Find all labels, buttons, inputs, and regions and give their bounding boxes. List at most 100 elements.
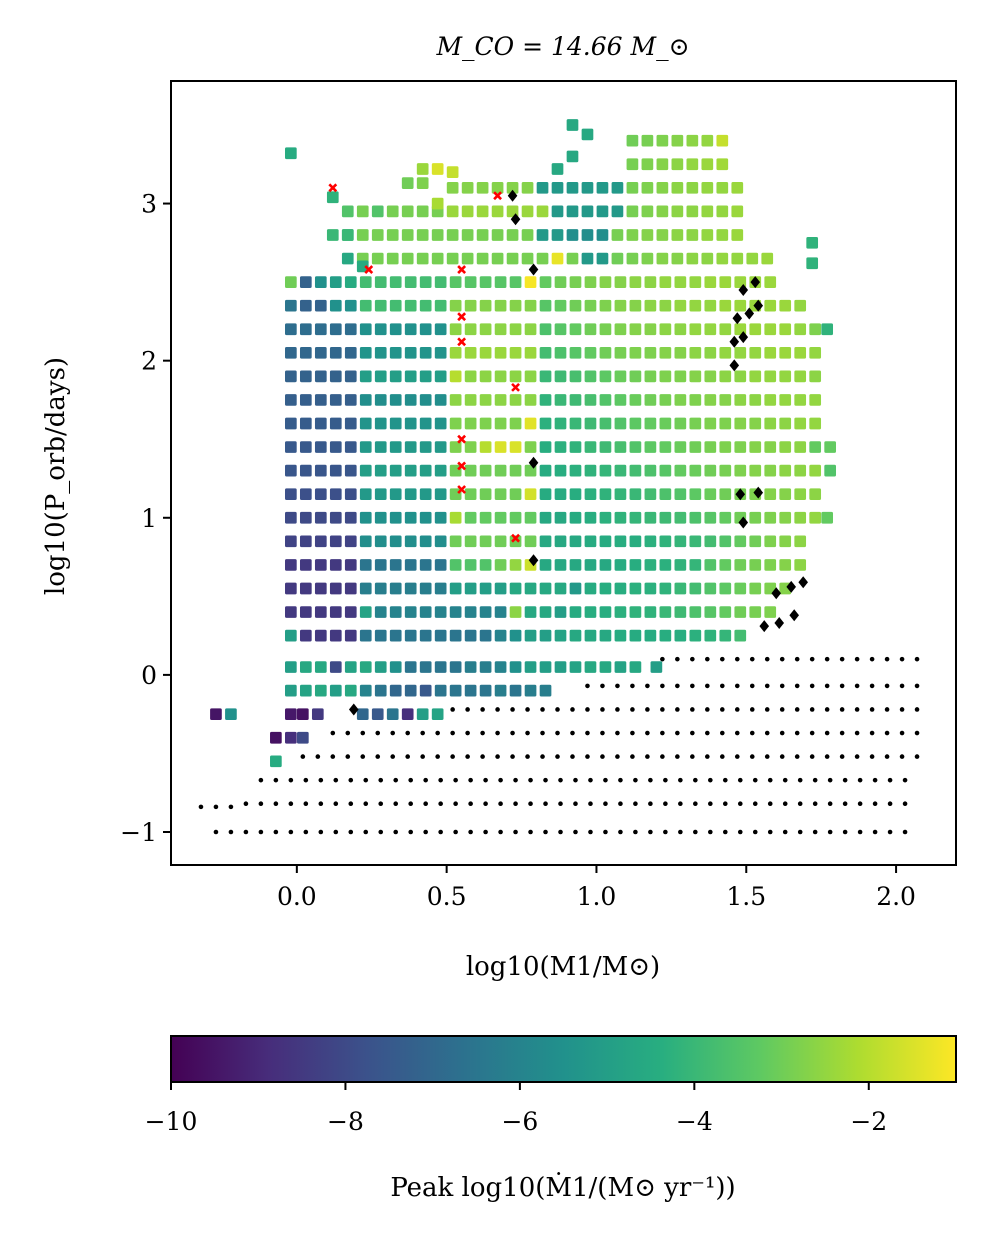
- data-point-square: [716, 134, 729, 147]
- data-point-dot: [794, 656, 800, 662]
- data-point-square: [584, 511, 597, 524]
- data-point-square: [674, 394, 687, 406]
- data-point-square: [479, 488, 492, 501]
- data-point-square: [734, 629, 747, 642]
- data-point-square: [719, 629, 732, 642]
- data-point-square: [524, 606, 537, 618]
- data-point-dot: [528, 777, 533, 783]
- data-point-dot: [884, 683, 890, 689]
- data-point-square: [671, 252, 684, 265]
- data-point-square: [659, 370, 672, 383]
- data-point-square: [749, 370, 762, 383]
- data-point-square: [551, 205, 564, 218]
- data-point-square: [419, 370, 432, 383]
- data-point-square: [494, 370, 507, 383]
- data-point-square: [494, 323, 507, 336]
- data-point-dot: [827, 777, 833, 783]
- data-point-square: [656, 252, 669, 265]
- data-point-square: [734, 346, 747, 359]
- data-point-square: [689, 559, 702, 571]
- data-point-square: [404, 299, 417, 312]
- data-point-square: [524, 346, 537, 359]
- data-point-square: [611, 229, 624, 241]
- data-point-dot: [243, 829, 249, 835]
- chart-title: M_CO = 14.66 M_⊙: [435, 32, 689, 61]
- data-point-square: [285, 684, 297, 697]
- data-point-square: [629, 299, 642, 312]
- data-point-square: [749, 535, 762, 548]
- data-point-square: [509, 323, 522, 336]
- data-point-dot: [824, 730, 830, 736]
- data-point-square: [629, 323, 642, 336]
- data-point-dot: [510, 754, 515, 759]
- data-point-square: [314, 661, 327, 673]
- chart-title-group: M_CO = 14.66 M_⊙: [435, 32, 689, 61]
- data-point-dot: [543, 801, 548, 807]
- data-point-square: [809, 511, 822, 524]
- data-point-square: [285, 708, 297, 721]
- data-point-dot: [555, 754, 560, 759]
- data-point-square: [461, 205, 474, 218]
- data-point-square: [551, 181, 564, 194]
- colorbar: −10 −8 −6 −4 −2 Peak log10(Ṁ1/(M⊙ yr⁻¹)): [145, 1035, 957, 1203]
- data-point-square: [626, 205, 639, 218]
- data-point-dot: [258, 777, 264, 783]
- data-point-diamond: [738, 516, 749, 529]
- data-point-dot: [734, 683, 740, 689]
- data-point-square: [285, 323, 297, 336]
- data-point-square: [686, 181, 699, 194]
- data-point-square: [449, 299, 462, 312]
- data-point-dot: [749, 656, 755, 662]
- data-point-square: [704, 417, 717, 430]
- data-point-square: [650, 661, 663, 673]
- data-point-square: [626, 229, 639, 241]
- data-point-square: [491, 229, 504, 241]
- data-point-dot: [693, 801, 698, 807]
- data-point-square: [614, 606, 627, 618]
- data-point-square: [746, 252, 759, 265]
- data-point-square: [285, 370, 297, 383]
- data-point-diamond: [774, 617, 785, 630]
- colorbar-ticks: −10 −8 −6 −4 −2: [145, 1082, 887, 1136]
- data-point-dot: [839, 683, 845, 689]
- data-point-square: [419, 441, 432, 453]
- data-point-square: [464, 559, 477, 571]
- data-point-square: [344, 417, 357, 430]
- data-point-square: [419, 684, 432, 697]
- data-point-dot: [330, 730, 336, 736]
- data-point-dot: [585, 683, 590, 689]
- data-point-square: [344, 346, 357, 359]
- data-point-square: [641, 181, 654, 194]
- data-point-square: [329, 346, 342, 359]
- data-point-square: [584, 299, 597, 312]
- data-point-square: [419, 559, 432, 571]
- data-point-square: [719, 276, 732, 288]
- data-point-square: [554, 488, 567, 501]
- data-point-dot: [764, 683, 770, 689]
- data-point-dot: [318, 777, 324, 783]
- data-point-square: [794, 394, 807, 406]
- data-point-square: [659, 441, 672, 453]
- data-point-dot: [615, 754, 620, 759]
- data-point-dot: [779, 683, 785, 689]
- data-point-square: [599, 464, 612, 477]
- data-point-square: [464, 511, 477, 524]
- data-point-red-x: [511, 533, 520, 543]
- data-point-dot: [854, 754, 860, 759]
- data-point-square: [359, 582, 372, 595]
- data-point-square: [314, 299, 327, 312]
- data-point-dot: [558, 801, 563, 807]
- data-point-square: [674, 417, 687, 430]
- x-axis: 0.0 0.5 1.0 1.5 2.0: [277, 865, 916, 911]
- data-point-square: [314, 606, 327, 618]
- y-tick-label: 3: [141, 190, 157, 219]
- data-point-square: [329, 629, 342, 642]
- data-point-square: [779, 535, 792, 548]
- data-point-dot: [300, 754, 306, 759]
- data-point-square: [704, 370, 717, 383]
- data-point-dot: [423, 777, 428, 783]
- data-point-square: [731, 205, 744, 218]
- data-point-dot: [663, 801, 668, 807]
- data-point-square: [719, 323, 732, 336]
- data-point-square: [509, 559, 522, 571]
